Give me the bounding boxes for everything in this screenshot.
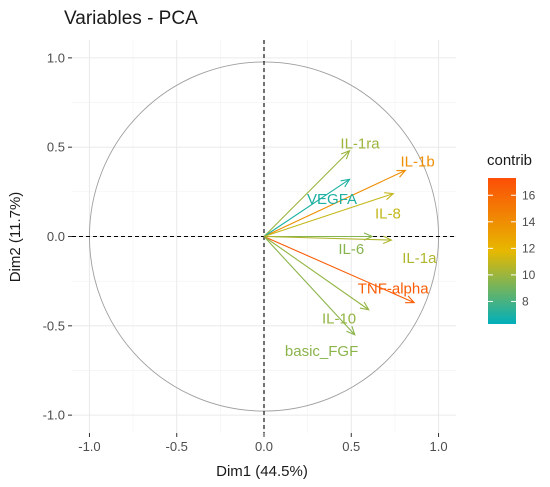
arrow-head <box>359 301 370 311</box>
variable-arrow <box>263 149 351 237</box>
arrow-shaft <box>263 236 356 336</box>
legend-tick-label: 16 <box>522 188 536 202</box>
plot-panel: -1.0 -1.0 -0.5 -0.5 0.0 0.0 0.5 0.5 1.0 1.0 IL-1ra… <box>43 40 456 454</box>
y-axis-title: Dim2 (11.7%) <box>7 192 24 283</box>
y-tick-label: -1.0 <box>43 408 65 423</box>
arrow-shaft <box>263 193 394 238</box>
legend-title: contrib <box>487 152 532 169</box>
arrow-head <box>340 149 351 160</box>
legend-colorbar <box>488 178 516 324</box>
x-tick-label: 1.0 <box>430 439 448 454</box>
arrow-head <box>384 192 395 201</box>
variable-arrow <box>263 169 407 237</box>
x-tick-label: 0.0 <box>255 439 273 454</box>
variable-label: VEGFA <box>307 191 357 208</box>
variable-label: IL-1a <box>402 250 437 267</box>
x-tick-label: -1.0 <box>78 439 100 454</box>
variable-label: IL-8 <box>375 205 401 222</box>
arrow-head <box>396 169 407 178</box>
arrow-shaft <box>263 169 406 237</box>
y-tick-label: 0.5 <box>47 140 65 155</box>
legend-tick-label: 10 <box>522 268 536 282</box>
variable-label: IL-10 <box>322 311 356 328</box>
y-tick-label: 1.0 <box>47 50 65 65</box>
variable-arrow <box>263 235 416 304</box>
arrow-shaft <box>263 236 370 311</box>
x-axis-title: Dim1 (44.5%) <box>216 463 308 480</box>
variable-label: basic_FGF <box>285 343 358 360</box>
arrow-head <box>405 295 416 304</box>
y-tick-label: 0.0 <box>47 229 65 244</box>
legend-tick-label: 8 <box>522 294 529 308</box>
arrow-head <box>346 326 356 336</box>
chart-title: Variables - PCA <box>64 8 198 29</box>
variable-label: TNF-alpha <box>358 280 430 297</box>
legend: contrib 8 10 12 14 16 <box>487 152 536 324</box>
y-tick-label: -0.5 <box>43 318 65 333</box>
arrow-shaft <box>263 178 350 237</box>
x-tick-label: -0.5 <box>166 439 188 454</box>
variable-label: IL-6 <box>338 241 364 258</box>
variable-label: IL-1ra <box>340 136 380 153</box>
arrow-head <box>340 178 351 188</box>
x-tick-label: 0.5 <box>342 439 360 454</box>
variable-arrow <box>263 192 395 238</box>
arrow-shaft <box>263 150 350 237</box>
arrow-shaft <box>263 235 392 241</box>
legend-tick-label: 12 <box>522 241 536 255</box>
arrow-shaft <box>263 235 415 304</box>
variable-arrow <box>263 178 351 237</box>
variable-arrow <box>263 236 370 311</box>
variable-arrow <box>263 236 356 336</box>
legend-tick-label: 14 <box>522 215 536 229</box>
variable-label: IL-1b <box>400 153 434 170</box>
arrow-head <box>382 235 393 245</box>
variable-arrow <box>263 235 393 245</box>
